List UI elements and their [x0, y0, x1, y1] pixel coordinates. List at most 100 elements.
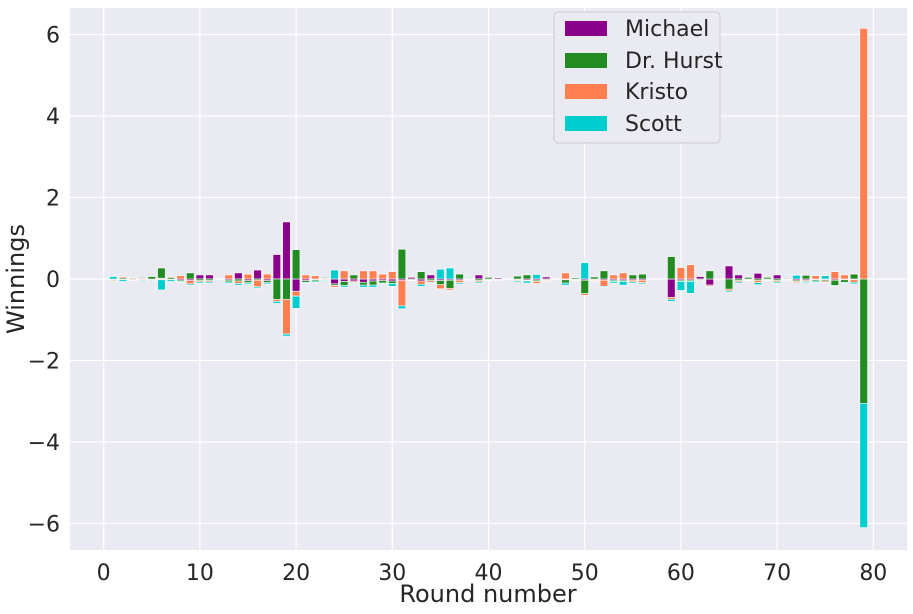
- bar-scott: [243, 282, 253, 285]
- bar-dr-hurst: [340, 281, 349, 286]
- y-tick-label: 0: [46, 268, 60, 293]
- bar-scott: [599, 286, 609, 288]
- bar-dr-hurst: [455, 273, 464, 280]
- bar-dr-hurst: [368, 280, 378, 286]
- bar-scott: [166, 279, 176, 282]
- bar-scott: [368, 284, 378, 288]
- x-tick-label: 40: [475, 561, 503, 586]
- bar-scott: [821, 275, 830, 280]
- bar-kristo: [291, 290, 301, 297]
- tick-labels: 0 10 20 30 40 50 60 70 80 −6 −4 −2 0 2 4 6: [28, 23, 888, 586]
- bar-dr-hurst: [147, 276, 156, 280]
- bar-dr-hurst: [580, 279, 589, 294]
- bar-kristo: [118, 276, 128, 279]
- bar-scott: [570, 279, 580, 281]
- bar-scott: [465, 277, 474, 279]
- bar-scott: [157, 279, 166, 291]
- bar-scott: [686, 281, 695, 294]
- bar-scott: [272, 301, 281, 304]
- bar-kristo: [638, 279, 647, 283]
- bar-scott: [118, 279, 128, 282]
- bar-kristo: [753, 280, 763, 283]
- y-tick-label: −4: [28, 431, 60, 456]
- bar-kristo: [599, 279, 609, 287]
- bar-kristo: [445, 288, 455, 291]
- bar-scott: [320, 279, 330, 281]
- y-axis-label: Winnings: [2, 224, 30, 334]
- bar-kristo: [224, 274, 233, 280]
- bar-scott: [349, 281, 358, 284]
- x-tick-label: 80: [859, 561, 887, 586]
- bar-dr-hurst: [570, 277, 580, 280]
- bar-michael: [388, 278, 397, 282]
- bar-kristo: [330, 285, 339, 288]
- bar-scott: [859, 402, 868, 528]
- bar-kristo: [792, 281, 801, 283]
- bar-dr-hurst: [763, 277, 772, 280]
- bar-dr-hurst: [705, 270, 714, 280]
- bar-dr-hurst: [263, 280, 272, 283]
- bar-michael: [724, 265, 734, 280]
- bar-scott: [628, 281, 637, 284]
- bar-michael: [234, 272, 243, 280]
- bar-scott: [128, 279, 137, 281]
- bar-kristo: [359, 270, 368, 280]
- bar-scott: [138, 279, 147, 281]
- legend-swatch-scott: [565, 116, 607, 131]
- bar-scott: [388, 283, 397, 287]
- bar-scott: [763, 279, 772, 282]
- bar-michael: [474, 274, 484, 280]
- bar-scott: [513, 280, 522, 283]
- bar-michael: [667, 278, 676, 298]
- legend: Michael Dr. Hurst Kristo Scott: [553, 11, 723, 144]
- bar-kristo: [619, 272, 628, 280]
- bar-kristo: [686, 264, 695, 280]
- bar-scott: [493, 279, 503, 281]
- bar-michael: [272, 254, 281, 280]
- bar-michael: [253, 269, 262, 280]
- bar-scott: [407, 279, 416, 282]
- bar-scott: [330, 269, 339, 280]
- bar-scott: [522, 280, 532, 284]
- bar-kristo: [186, 280, 195, 285]
- bar-scott: [849, 281, 859, 285]
- bar-kristo: [609, 274, 618, 280]
- bar-michael: [696, 276, 705, 280]
- bar-kristo: [263, 273, 272, 280]
- bar-kristo: [340, 270, 349, 280]
- bar-dr-hurst: [291, 249, 301, 280]
- bar-dr-hurst: [830, 279, 839, 286]
- bar-scott: [340, 285, 349, 288]
- bar-scott: [474, 281, 484, 284]
- bar-kristo: [109, 280, 118, 282]
- bar-kristo: [715, 279, 724, 281]
- legend-label-dr-hurst: Dr. Hurst: [625, 49, 723, 74]
- x-axis-label: Round number: [399, 580, 576, 608]
- bar-kristo: [821, 280, 830, 283]
- bar-kristo: [840, 274, 849, 280]
- bar-dr-hurst: [272, 278, 281, 300]
- bar-scott: [753, 282, 763, 286]
- bar-scott: [792, 275, 801, 280]
- bar-michael: [705, 278, 714, 286]
- legend-frame: [553, 11, 721, 144]
- bar-kristo: [561, 272, 570, 280]
- bar-kristo: [311, 275, 320, 280]
- bar-michael: [330, 278, 339, 285]
- bar-scott: [580, 262, 589, 280]
- bars: [109, 28, 868, 528]
- bar-dr-hurst: [186, 272, 195, 280]
- bar-scott: [417, 283, 426, 287]
- y-tick-label: −2: [28, 350, 60, 375]
- bar-dr-hurst: [484, 277, 493, 280]
- bar-michael: [734, 274, 743, 280]
- bar-scott: [840, 281, 849, 284]
- bar-scott: [253, 286, 262, 289]
- bar-dr-hurst: [234, 278, 243, 282]
- bar-michael: [340, 278, 349, 282]
- bar-scott: [734, 281, 743, 284]
- bar-scott: [397, 305, 407, 310]
- bar-dr-hurst: [378, 280, 387, 284]
- bar-dr-hurst: [417, 271, 426, 280]
- bar-michael: [282, 221, 291, 280]
